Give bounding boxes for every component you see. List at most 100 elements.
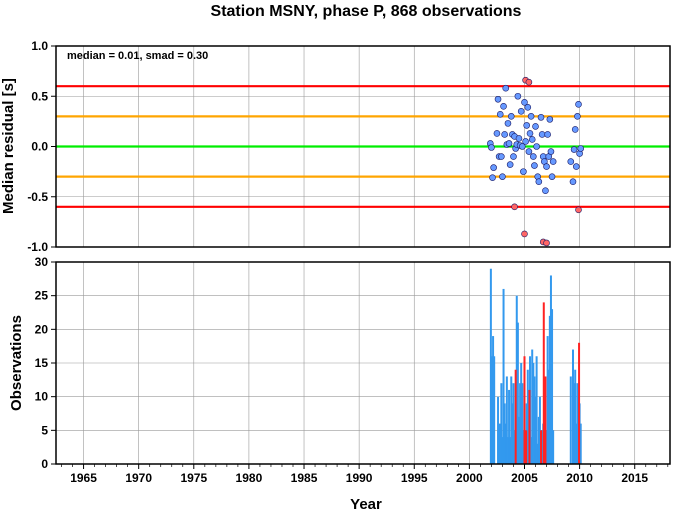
- bar: [549, 275, 552, 464]
- data-point: [575, 206, 582, 214]
- data-point: [521, 98, 528, 106]
- data-point: [537, 114, 545, 121]
- bar: [573, 383, 576, 464]
- residual-y-tick-label: 0.5: [31, 89, 48, 103]
- year-x-tick-label: 1970: [125, 471, 152, 485]
- data-point: [493, 130, 501, 137]
- data-point: [527, 113, 535, 120]
- data-point: [548, 173, 556, 180]
- data-point: [569, 178, 577, 185]
- bar: [511, 403, 514, 464]
- data-point: [494, 95, 502, 103]
- bar: [508, 389, 511, 464]
- data-point: [571, 126, 579, 133]
- residual-points: [487, 76, 585, 247]
- data-point: [549, 158, 557, 165]
- observations-y-ticks: 30 25 20 15 10 5 0: [35, 255, 56, 471]
- bar: [538, 396, 541, 464]
- data-point: [542, 187, 549, 195]
- bar: [531, 349, 534, 464]
- bar: [522, 430, 525, 464]
- bar: [503, 403, 506, 464]
- bar: [533, 376, 536, 464]
- data-point: [521, 230, 528, 238]
- bar: [537, 416, 540, 464]
- data-point: [546, 116, 554, 123]
- bar: [509, 437, 512, 464]
- data-point: [514, 92, 522, 100]
- data-point: [504, 120, 512, 127]
- bar: [532, 363, 535, 464]
- data-point: [506, 161, 514, 168]
- year-x-tick-label: 1985: [291, 471, 318, 485]
- bar: [578, 342, 581, 464]
- bar: [552, 430, 555, 464]
- bar: [514, 369, 517, 464]
- data-point: [573, 163, 580, 170]
- bar: [505, 376, 508, 464]
- residual-y-ticks: 1.0 0.5 0.0 -0.5 -1.0: [27, 39, 56, 254]
- data-point: [524, 104, 532, 111]
- bar: [506, 437, 509, 464]
- data-point: [499, 173, 506, 180]
- bar: [540, 430, 543, 464]
- data-point: [526, 130, 534, 137]
- bar: [536, 443, 539, 464]
- bar: [530, 437, 533, 464]
- data-point: [496, 111, 504, 118]
- data-point: [488, 144, 495, 151]
- bar: [525, 430, 528, 464]
- bar: [541, 430, 544, 464]
- bar: [515, 295, 518, 464]
- data-point: [511, 203, 518, 211]
- data-point: [567, 158, 575, 165]
- observations-y-tick-label: 30: [35, 255, 49, 269]
- observations-y-tick-label: 25: [35, 289, 49, 303]
- bar: [575, 423, 578, 464]
- data-point: [533, 143, 540, 150]
- year-x-tick-label: 2015: [621, 471, 648, 485]
- year-x-tick-label: 1995: [401, 471, 428, 485]
- data-point: [538, 131, 546, 138]
- bar: [513, 430, 516, 464]
- year-x-tick-label: 2010: [566, 471, 593, 485]
- bar: [546, 336, 549, 464]
- bar: [545, 430, 548, 464]
- bar: [528, 389, 531, 464]
- data-point: [570, 146, 578, 153]
- year-x-tick-label: 1965: [70, 471, 97, 485]
- data-point: [575, 100, 582, 108]
- bar: [569, 376, 572, 464]
- observations-y-tick-label: 10: [35, 390, 49, 404]
- bar: [551, 309, 554, 464]
- bar: [493, 356, 496, 464]
- year-x-tick-label: 1990: [346, 471, 373, 485]
- bar: [574, 369, 577, 464]
- year-x-tick-label: 2005: [511, 471, 538, 485]
- bar: [544, 376, 547, 464]
- bar: [497, 396, 500, 464]
- data-point: [505, 140, 513, 147]
- observations-y-tick-label: 5: [41, 423, 48, 437]
- bar: [519, 383, 522, 464]
- year-x-axis-label: Year: [350, 496, 382, 511]
- bar: [489, 268, 492, 464]
- bar: [523, 356, 526, 464]
- data-point: [490, 164, 497, 171]
- year-x-ticks: 1965 1970 1975 1980 1985 1990 1995 2000 2005 2010…: [61, 464, 669, 485]
- bar: [512, 383, 515, 464]
- data-point: [547, 148, 555, 155]
- data-point: [543, 163, 550, 170]
- data-point: [489, 174, 496, 181]
- bar: [542, 302, 545, 464]
- data-point: [531, 162, 538, 169]
- observations-y-tick-label: 0: [41, 457, 48, 471]
- data-point: [577, 145, 585, 152]
- data-point: [517, 108, 525, 115]
- observations-y-axis-label: Observations: [8, 315, 25, 411]
- bar: [579, 423, 582, 464]
- data-point: [528, 136, 536, 143]
- residual-y-tick-label: 1.0: [31, 39, 48, 53]
- bar: [498, 423, 501, 464]
